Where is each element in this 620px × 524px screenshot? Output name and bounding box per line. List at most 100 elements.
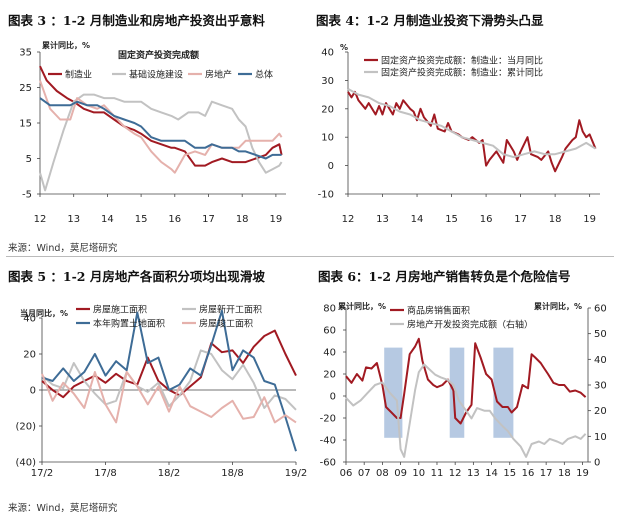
fig3-y-tick-label-2: 15: [19, 119, 32, 130]
fig6-x-tick-label-11: 17: [540, 468, 553, 479]
fig6-y-right-tick-label-3: 30: [594, 381, 607, 392]
fig5-series-line-2: [41, 309, 297, 452]
fig5-x-tick-label-2: 18/2: [158, 468, 180, 479]
fig5-legend-label-0: 房屋施工面积: [93, 304, 147, 316]
fig6-y-tick-label-7: 80: [323, 304, 336, 315]
fig6-legend-label-0: 商品房销售面积: [407, 305, 470, 317]
fig6-y-tick-label-3: 0: [330, 392, 336, 403]
fig6-y-tick-label-5: 40: [323, 348, 336, 359]
fig3-y-tick-label-4: 35: [19, 48, 32, 59]
fig6-legend-label-1: 房地产开发投资完成额（右轴）: [407, 319, 533, 331]
fig3-x-tick-label-4: 16: [168, 214, 181, 225]
fig3-y-tick-label-0: -5: [22, 190, 32, 201]
fig6-x-tick-label-5: 11: [431, 468, 444, 479]
fig6-x-tick-label-9: 15: [503, 468, 516, 479]
fig6-series-line-1: [345, 363, 587, 458]
fig6-y-axis-label-right: 累计同比，%: [534, 301, 582, 311]
fig4-y-tick-label-5: 40: [321, 48, 334, 59]
fig6-shaded-period-2: [493, 347, 514, 438]
fig6-y-right-tick-label-5: 50: [594, 329, 607, 340]
fig6-y-tick-label-2: -20: [320, 414, 336, 425]
fig5-x-tick-label-1: 17/8: [94, 468, 116, 479]
fig5-legend-label-2: 本年购置土地面积: [93, 318, 165, 330]
fig3-series-line-3: [39, 97, 282, 160]
fig4-x-tick-label-0: 12: [342, 214, 355, 225]
source-note-top: 来源：Wind，莫尼塔研究: [8, 243, 118, 254]
fig3-y-tick-label-1: 5: [26, 154, 32, 165]
fig3-x-tick-label-1: 13: [67, 214, 80, 225]
fig3-y-tick-label-3: 25: [19, 83, 32, 94]
fig3-series-line-0: [39, 65, 283, 167]
fig5-y-axis-label: 当月同比，%: [20, 308, 68, 318]
fig6-x-tick-label-8: 14: [485, 468, 498, 479]
fig6-x-tick-label-13: 19: [576, 468, 589, 479]
fig4-x-tick-label-4: 16: [480, 214, 493, 225]
fig4-legend-label-1: 固定资产投资完成额：制造业：累计同比: [381, 67, 543, 79]
fig5-y-tick-label-4: 40: [23, 314, 36, 325]
fig5-x-tick-label-0: 17/2: [31, 468, 53, 479]
fig6-y-tick-label-1: -40: [320, 436, 336, 447]
fig4-series-line-1: [347, 88, 597, 159]
fig4-x-tick-label-5: 17: [514, 214, 527, 225]
divider: [6, 256, 614, 257]
fig3-legend-label-1: 基础设施建设: [129, 69, 183, 81]
fig6-x-tick-label-3: 09: [394, 468, 407, 479]
fig3-subtitle: 固定资产投资完成额: [118, 49, 199, 61]
fig6-series-line-0: [345, 337, 587, 425]
fig5-x-tick-label-4: 19/2: [285, 468, 307, 479]
fig6-y-tick-label-4: 20: [323, 370, 336, 381]
fig3-x-tick-label-2: 14: [101, 214, 114, 225]
fig6-x-tick-label-1: 07: [358, 468, 371, 479]
fig5-y-tick-label-2: 0: [30, 386, 36, 397]
fig4-y-axis-label: %: [340, 43, 348, 52]
fig3-title: 图表 3 ：1-2 月制造业和房地产投资出乎意料: [8, 13, 265, 28]
fig4-y-tick-label-2: 10: [321, 133, 334, 144]
fig4-x-tick-label-6: 18: [549, 214, 562, 225]
fig4-chart: -10 0 10 20 30 40 12 13 14 15 16 17 18 19% 固定资产投资完成额：制…: [318, 43, 600, 225]
fig5-series-line-3: [41, 371, 297, 424]
fig3-series-line-2: [39, 80, 283, 174]
fig4-y-tick-label-4: 30: [321, 76, 334, 87]
fig6-title: 图表 6：1-2 月房地产销售转负是个危险信号: [318, 269, 571, 284]
fig4-y-tick-label-0: -10: [318, 190, 334, 201]
fig5-series-line-1: [41, 349, 297, 411]
fig6-y-right-tick-label-2: 20: [594, 406, 607, 417]
fig6-y-tick-label-0: -60: [320, 458, 336, 469]
fig3-legend-label-2: 房地产: [205, 69, 232, 81]
fig3-series-line-1: [39, 93, 283, 192]
fig5-y-tick-label-1: (20): [15, 422, 36, 433]
fig6-x-tick-label-0: 06: [340, 468, 353, 479]
fig5-legend-label-3: 房屋竣工面积: [199, 318, 253, 330]
fig4-x-tick-label-3: 15: [445, 214, 458, 225]
fig6-y-right-tick-label-6: 60: [594, 304, 607, 315]
fig3-x-tick-label-0: 12: [34, 214, 47, 225]
fig3-legend-label-3: 总体: [255, 69, 273, 81]
fig6-y-right-tick-label-4: 40: [594, 355, 607, 366]
fig4-title: 图表 4：1-2 月制造业投资下滑势头凸显: [316, 13, 544, 28]
fig5-chart: (40) (20) 0 20 40 17/2 17/8 18/2 18/8 19/2 当月同比，% 房…: [15, 304, 307, 480]
fig6-x-tick-label-6: 12: [449, 468, 462, 479]
fig5-title: 图表 5 ：1-2 月房地产各面积分项均出现滑坡: [8, 269, 265, 284]
fig6-y-right-tick-label-0: 0: [594, 458, 600, 469]
fig6-x-tick-label-4: 10: [412, 468, 425, 479]
fig4-x-tick-label-7: 19: [583, 214, 596, 225]
fig3-legend-label-0: 制造业: [65, 69, 92, 81]
fig6-x-tick-label-2: 08: [376, 468, 389, 479]
fig5-legend-label-1: 房屋新开工面积: [199, 304, 262, 316]
fig6-x-tick-label-12: 18: [558, 468, 571, 479]
fig6-x-tick-label-7: 13: [467, 468, 480, 479]
fig4-y-tick-label-3: 20: [321, 104, 334, 115]
source-note-bottom: 来源：Wind，莫尼塔研究: [8, 503, 118, 514]
fig3-y-axis-label: 累计同比，%: [42, 40, 90, 50]
fig6-x-tick-label-10: 16: [522, 468, 535, 479]
fig4-x-tick-label-1: 13: [376, 214, 389, 225]
fig4-y-tick-label-1: 0: [328, 161, 334, 172]
fig3-x-tick-label-6: 18: [236, 214, 249, 225]
fig4-x-tick-label-2: 14: [411, 214, 424, 225]
fig5-y-tick-label-3: 20: [23, 350, 36, 361]
fig6-y-tick-label-6: 60: [323, 326, 336, 337]
fig3-chart: -5 5 15 25 35 12 13 14 15 16 17 18 19 累计同比，% 固定资产投资完成额…: [19, 40, 286, 225]
fig5-y-tick-label-0: (40): [15, 458, 36, 469]
fig6-y-right-tick-label-1: 10: [594, 432, 607, 443]
